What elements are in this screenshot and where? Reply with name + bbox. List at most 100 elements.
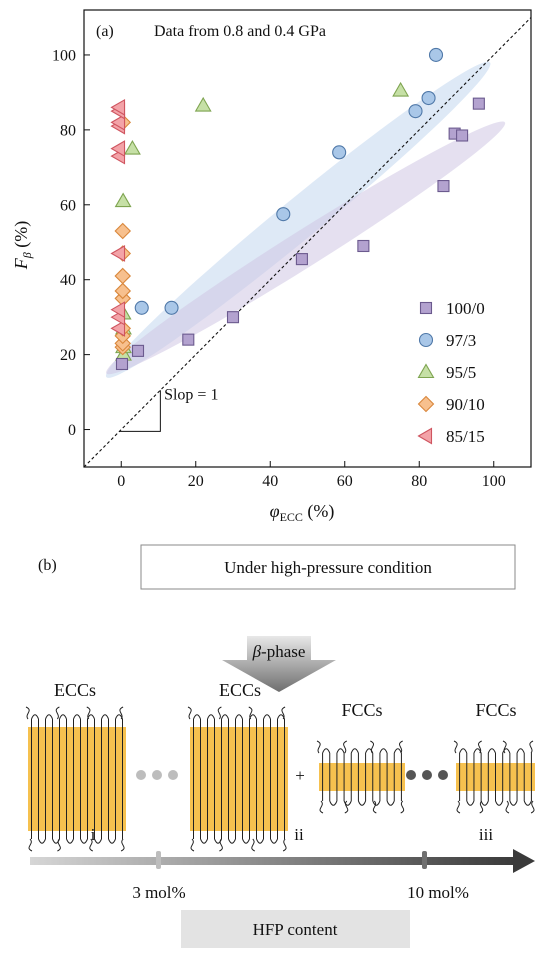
ecc-crystal-2 — [187, 706, 288, 852]
stage-ii-label: ii — [294, 825, 304, 844]
amorphous-tails — [187, 706, 287, 852]
crystal-lamella — [28, 727, 126, 831]
series-100-0 — [115, 97, 485, 371]
y-axis-label-main: F — [11, 257, 31, 270]
slope-indicator-bracket — [119, 390, 161, 432]
data-point — [226, 311, 240, 324]
dot — [136, 770, 146, 780]
ecc-crystal-1 — [25, 706, 126, 852]
legend-marker — [418, 332, 434, 348]
data-point — [456, 129, 469, 142]
data-point — [428, 47, 444, 63]
polymer-chains — [459, 748, 532, 806]
polymer-chains — [322, 748, 402, 806]
data-point — [110, 140, 126, 158]
data-point — [110, 113, 126, 131]
beta-symbol: β — [252, 642, 262, 661]
data-point — [115, 357, 129, 371]
hfp-content-label: HFP content — [253, 920, 338, 939]
tick-10-mol — [422, 851, 427, 869]
data-point — [110, 98, 126, 116]
data-point — [110, 301, 126, 319]
crystal-lamella — [319, 763, 405, 791]
beta-phase-arrow — [222, 636, 336, 692]
data-point — [295, 253, 308, 266]
ecc-label-2: ECCs — [219, 680, 261, 700]
data-point — [110, 319, 126, 337]
x-axis-label-main: φ — [270, 501, 280, 521]
legend-marker — [417, 395, 435, 413]
data-point — [114, 282, 132, 300]
hfp-axis-bar — [30, 857, 515, 865]
data-point — [110, 245, 126, 262]
data-point — [437, 180, 450, 193]
beta-phase-label: β-phase — [252, 642, 306, 661]
y-tick-label: 40 — [60, 272, 76, 289]
dot — [406, 770, 416, 780]
legend-marker — [417, 427, 433, 445]
cluster-ellipses — [105, 61, 506, 378]
data-point — [114, 222, 132, 240]
y-tick-label: 20 — [60, 347, 76, 364]
series-85-15 — [110, 98, 126, 337]
data-point — [472, 97, 485, 110]
plus-sign: + — [295, 766, 305, 785]
y-axis-label: Fβ (%) — [11, 221, 34, 270]
data-point — [164, 300, 179, 315]
legend-marker — [417, 363, 435, 379]
y-axis-label-sub: β — [20, 252, 34, 259]
fcc-crystal-1 — [316, 740, 405, 814]
stage-iii-label: iii — [479, 825, 493, 844]
polymer-chains — [193, 714, 285, 844]
ecc-label-1: ECCs — [54, 680, 96, 700]
panel-b-label: (b) — [38, 557, 57, 574]
fcc-label-2: FCCs — [475, 700, 516, 720]
y-tick-label: 60 — [60, 197, 76, 214]
y-tick-label: 80 — [60, 122, 76, 139]
slope-one-reference-line — [83, 17, 532, 468]
data-point — [392, 81, 410, 97]
legend: 100/0 97/3 95/5 90/10 85/15 — [417, 299, 485, 446]
dot — [168, 770, 178, 780]
polymer-chains — [31, 714, 123, 844]
marker-10-mol: 10 mol% — [407, 883, 469, 902]
x-axis-label-unit: (%) — [303, 501, 334, 522]
legend-label: 90/10 — [446, 395, 485, 414]
fcc-crystal-2 — [453, 740, 535, 814]
data-point — [182, 333, 195, 346]
x-tick-label: 100 — [482, 473, 506, 490]
data-point — [114, 192, 132, 208]
data-point — [357, 239, 370, 253]
data-point — [134, 300, 149, 315]
panel-a-label: (a) — [96, 23, 114, 40]
x-tick-label: 80 — [411, 473, 427, 490]
data-series-layer — [110, 47, 485, 371]
legend-label: 95/5 — [446, 363, 476, 382]
crystal-lamella — [190, 727, 288, 831]
data-point — [421, 90, 436, 106]
x-tick-label: 0 — [117, 473, 125, 490]
x-tick-label: 40 — [262, 473, 278, 490]
data-point — [131, 344, 145, 357]
data-point — [276, 207, 291, 222]
plot-frame — [83, 9, 532, 468]
x-tick-label: 60 — [337, 473, 353, 490]
amorphous-tails — [316, 740, 405, 814]
tick-3-mol — [156, 851, 161, 869]
condition-box — [140, 544, 516, 590]
data-point — [114, 267, 132, 285]
data-point — [194, 96, 212, 112]
amorphous-tails — [453, 740, 535, 814]
hfp-axis-arrowhead — [513, 849, 535, 873]
x-tick-label: 20 — [188, 473, 204, 490]
legend-label: 85/15 — [446, 427, 485, 446]
panel-b-schematic: (b) Under high-pressure condition β-phas… — [25, 544, 535, 948]
dot — [152, 770, 162, 780]
marker-3-mol: 3 mol% — [132, 883, 185, 902]
ellipsis-dots-dark — [406, 770, 448, 780]
x-axis-label-sub: ECC — [280, 510, 303, 524]
amorphous-tails — [25, 706, 125, 852]
chart-annotation: Data from 0.8 and 0.4 GPa — [154, 23, 326, 40]
legend-label: 97/3 — [446, 331, 476, 350]
